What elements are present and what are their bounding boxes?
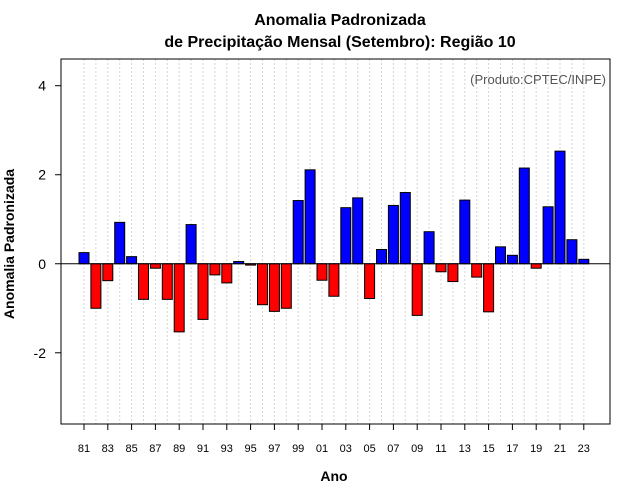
x-tick-label: 15: [482, 443, 494, 455]
bar-97: [268, 263, 280, 312]
bar-05: [364, 263, 376, 299]
bar-84: [114, 221, 126, 265]
source-annotation: (Produto:CPTEC/INPE): [470, 72, 606, 87]
bar-02: [328, 263, 340, 297]
y-axis-title: Anomalia Padronizada: [1, 169, 17, 319]
bar-09: [411, 263, 423, 316]
chart-title-line1: Anomalia Padronizada: [254, 12, 426, 29]
x-tick-label: 01: [316, 443, 328, 455]
bar-12: [447, 263, 459, 283]
x-axis-title: Ano: [320, 468, 347, 484]
x-tick-label: 91: [197, 443, 209, 455]
bar-21: [554, 150, 566, 265]
bar-86: [138, 263, 149, 300]
bar-04: [352, 197, 364, 265]
bar-13: [459, 199, 471, 265]
bar-92: [209, 263, 221, 276]
x-tick-label: 03: [340, 443, 352, 455]
bar-83: [102, 263, 114, 282]
x-tick-label: 23: [578, 443, 590, 455]
bar-00: [304, 169, 316, 265]
chart-title-line2: de Precipitação Mensal (Setembro): Regiã…: [164, 34, 515, 51]
x-tick-label: 85: [125, 443, 137, 455]
bar-19: [530, 263, 542, 269]
x-tick-label: 11: [435, 443, 446, 455]
bar-15: [483, 263, 495, 313]
bar-82: [90, 263, 102, 309]
y-tick-label: 4: [38, 78, 46, 94]
bar-87: [149, 263, 161, 269]
x-tick-label: 81: [78, 443, 90, 455]
x-tick-label: 83: [102, 443, 114, 455]
bar-07: [387, 204, 399, 265]
x-tick-label: 21: [554, 443, 566, 455]
bar-08: [399, 192, 411, 265]
x-axis: 81 83 85 87 89 91 93 95 97 99 01 03 05 07 09 11 13 15 17 19…: [78, 424, 590, 455]
bar-23: [578, 258, 590, 265]
y-tick-label: 2: [38, 167, 46, 183]
bar-17: [506, 254, 518, 265]
bar-85: [126, 256, 138, 265]
x-tick-label: 09: [411, 443, 423, 455]
x-tick-label: 99: [292, 443, 304, 455]
x-tick-label: 97: [268, 443, 280, 455]
bar-01: [316, 263, 328, 281]
x-tick-label: 05: [363, 443, 375, 455]
grid: [83, 59, 585, 424]
bar-90: [185, 224, 197, 265]
bars: [78, 150, 590, 333]
bar-14: [471, 263, 483, 278]
bar-98: [280, 263, 292, 309]
x-tick-label: 93: [221, 443, 233, 455]
bar-22: [566, 239, 578, 265]
bar-16: [495, 246, 506, 265]
x-tick-label: 13: [459, 443, 471, 455]
bar-89: [173, 263, 185, 333]
plot-frame: [60, 58, 611, 425]
x-tick-label: 19: [530, 443, 542, 455]
bar-20: [542, 206, 554, 265]
bar-81: [78, 252, 90, 265]
bar-11: [435, 263, 447, 273]
bar-18: [518, 167, 530, 265]
y-tick-label: -2: [34, 345, 47, 361]
x-tick-label: 07: [387, 443, 399, 455]
y-tick-label: 0: [38, 256, 46, 272]
x-tick-label: 95: [244, 443, 256, 455]
bar-03: [340, 207, 352, 265]
x-tick-label: 87: [149, 443, 161, 455]
bar-91: [197, 263, 209, 320]
y-axis: -2 0 2 4: [34, 78, 61, 361]
bar-96: [257, 263, 268, 306]
bar-06: [376, 249, 387, 265]
bar-10: [423, 231, 435, 265]
bar-93: [221, 263, 233, 284]
x-tick-label: 17: [506, 443, 518, 455]
bar-99: [292, 200, 304, 265]
bar-88: [161, 263, 173, 300]
x-tick-label: 89: [173, 443, 185, 455]
